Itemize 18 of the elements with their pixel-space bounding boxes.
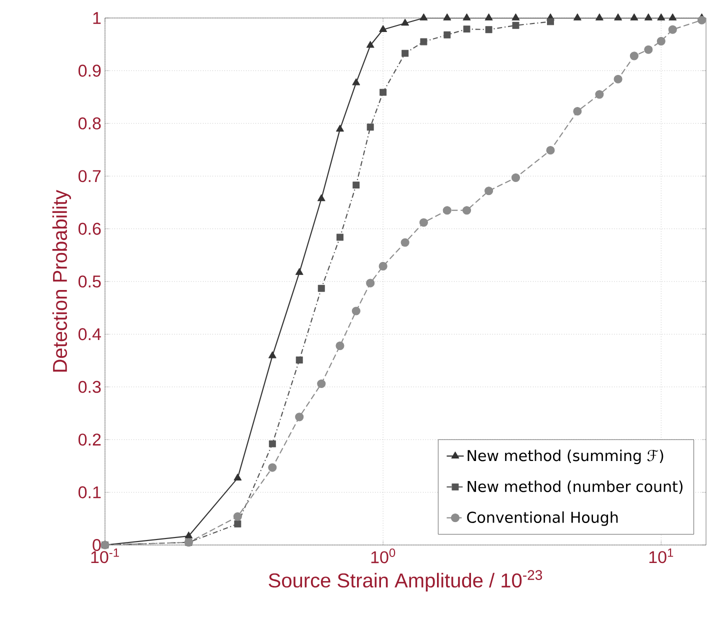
y-tick-label: 0.4 [78,328,101,340]
y-tick-label: 0.6 [78,222,101,235]
y-tick-label: 0.7 [78,170,101,182]
legend-label: New method (number count) [468,480,682,494]
x-tick-label: 10$^{0}$ [371,548,396,564]
x-tick-label: 10$^{1}$ [649,548,674,564]
y-tick-label: 0.5 [78,275,101,288]
y-tick-label: 0.2 [78,434,101,446]
legend-label: Conventional Hough [467,511,618,526]
y-tick-label: 0.8 [78,117,101,130]
y-tick-label: 0.9 [78,64,101,77]
legend-label: New method (summing ℱ) [468,450,664,464]
y-tick-label: 1 [93,12,101,24]
y-tick-label: 0.1 [78,486,101,498]
y-tick-label: 0.3 [78,380,101,393]
y-axis-title: Detection Probability [52,190,72,372]
x-axis-title: Source Strain Amplitude / 10$^{-23}$ [268,570,542,592]
y-tick-label: 0 [92,538,101,552]
